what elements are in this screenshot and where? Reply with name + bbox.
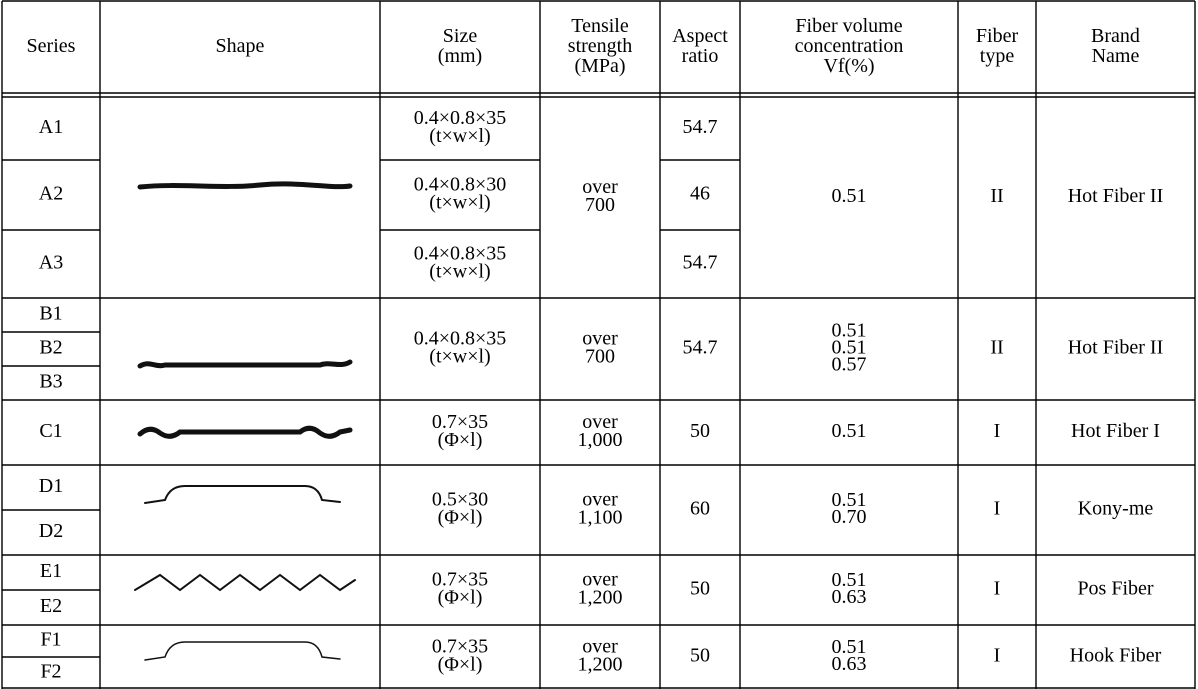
header-text: (MPa)	[574, 55, 625, 77]
size-text: (Φ×l)	[438, 429, 483, 451]
fiber-type: I	[994, 498, 1001, 520]
fiber-volume: 0.51	[832, 420, 867, 442]
series-label: F2	[40, 661, 61, 683]
fiber-type: I	[994, 420, 1001, 442]
aspect-ratio: 54.7	[683, 252, 718, 274]
tensile-text: over	[582, 176, 618, 198]
header-text: (mm)	[438, 45, 482, 67]
brand-name: Pos Fiber	[1077, 578, 1153, 600]
fiber-shape	[144, 485, 341, 504]
series-label: A1	[39, 116, 63, 138]
tensile-text: over	[582, 411, 618, 433]
size-text: 0.4×0.8×35	[414, 107, 507, 129]
size-text: 0.7×35	[432, 636, 488, 658]
tensile-text: 1,200	[578, 587, 623, 609]
fiber-volume: 0.51	[832, 489, 867, 511]
size-text: 0.4×0.8×35	[414, 328, 507, 350]
aspect-ratio: 50	[690, 420, 710, 442]
size-text: 0.7×35	[432, 411, 488, 433]
fiber-type: II	[990, 337, 1003, 359]
aspect-ratio: 46	[690, 183, 710, 205]
header-text: Size	[443, 25, 478, 47]
header-text: ratio	[682, 45, 719, 67]
fiber-shape	[134, 573, 356, 592]
series-label: E1	[40, 560, 62, 582]
size-text: (t×w×l)	[429, 192, 490, 214]
tensile-text: over	[582, 489, 618, 511]
header-text: Fiber volume	[795, 15, 902, 37]
aspect-ratio: 54.7	[683, 337, 718, 359]
header-text: Shape	[216, 35, 265, 57]
fiber-type: II	[990, 185, 1003, 207]
tensile-text: 1,200	[578, 654, 623, 676]
size-text: (t×w×l)	[429, 125, 490, 147]
fiber-volume: 0.57	[832, 354, 867, 376]
series-label: D2	[39, 520, 63, 542]
header-text: Brand	[1091, 25, 1140, 47]
tensile-text: 1,100	[578, 507, 623, 529]
fiber-volume: 0.51	[832, 185, 867, 207]
size-text: (t×w×l)	[429, 261, 490, 283]
header-text: concentration	[795, 35, 904, 57]
size-text: (Φ×l)	[438, 587, 483, 609]
tensile-text: 700	[585, 346, 615, 368]
fiber-volume: 0.51	[832, 337, 867, 359]
header-text: Series	[27, 35, 76, 57]
fiber-volume: 0.70	[832, 506, 867, 528]
fiber-shape	[144, 641, 341, 661]
series-label: F1	[40, 629, 61, 651]
header-text: Fiber	[976, 25, 1019, 47]
size-text: 0.4×0.8×35	[414, 243, 507, 265]
size-text: 0.5×30	[432, 489, 488, 511]
fiber-shape	[137, 425, 353, 439]
header-text: Aspect	[672, 25, 728, 47]
fiber-volume: 0.51	[832, 320, 867, 342]
series-label: B3	[39, 371, 62, 393]
aspect-ratio: 54.7	[683, 116, 718, 138]
tensile-text: over	[582, 636, 618, 658]
series-label: A3	[39, 252, 63, 274]
series-label: B2	[39, 337, 62, 359]
tensile-text: 700	[585, 194, 615, 216]
size-text: (Φ×l)	[438, 654, 483, 676]
fiber-volume: 0.51	[832, 569, 867, 591]
tensile-text: over	[582, 328, 618, 350]
fiber-shape	[137, 359, 353, 369]
fiber-volume: 0.51	[832, 636, 867, 658]
series-label: C1	[39, 420, 62, 442]
fiber-type: I	[994, 578, 1001, 600]
header-text: strength	[568, 35, 632, 57]
aspect-ratio: 50	[690, 645, 710, 667]
header-text: Name	[1092, 45, 1140, 67]
brand-name: Kony-me	[1078, 498, 1154, 520]
fiber-shape	[137, 181, 353, 190]
tensile-text: over	[582, 569, 618, 591]
series-label: D1	[39, 475, 63, 497]
aspect-ratio: 60	[690, 498, 710, 520]
fiber-volume: 0.63	[832, 653, 867, 675]
size-text: (t×w×l)	[429, 346, 490, 368]
series-label: A2	[39, 183, 63, 205]
size-text: (Φ×l)	[438, 507, 483, 529]
header-text: Tensile	[571, 15, 629, 37]
brand-name: Hook Fiber	[1070, 645, 1162, 667]
size-text: 0.4×0.8×30	[414, 174, 507, 196]
header-text: type	[980, 45, 1015, 67]
series-label: B1	[39, 303, 62, 325]
fiber-volume: 0.63	[832, 586, 867, 608]
series-label: E2	[40, 595, 62, 617]
brand-name: Hot Fiber II	[1068, 337, 1164, 359]
brand-name: Hot Fiber I	[1071, 420, 1160, 442]
fiber-type: I	[994, 645, 1001, 667]
header-text: Vf(%)	[823, 55, 874, 77]
tensile-text: 1,000	[578, 429, 623, 451]
aspect-ratio: 50	[690, 578, 710, 600]
brand-name: Hot Fiber II	[1068, 185, 1164, 207]
size-text: 0.7×35	[432, 569, 488, 591]
